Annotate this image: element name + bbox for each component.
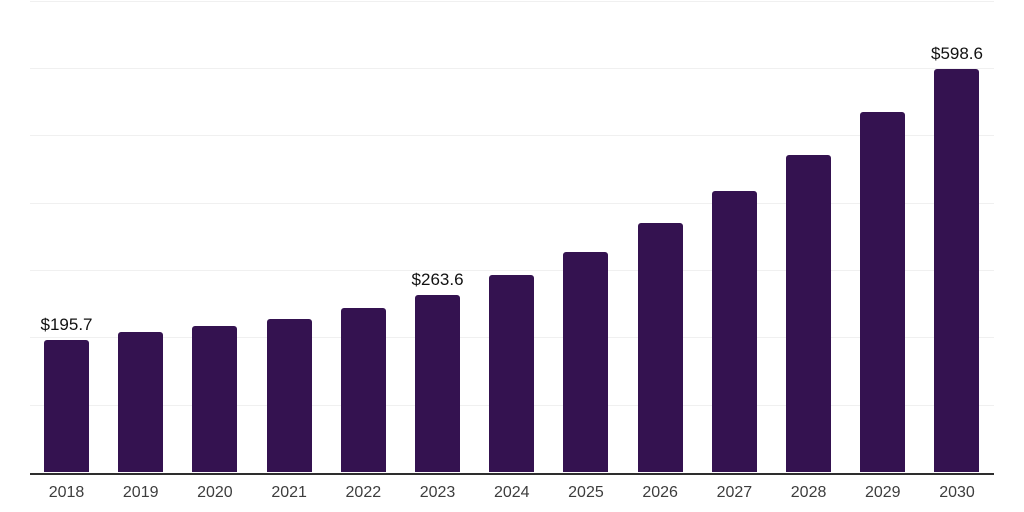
- bar-2027: [711, 190, 757, 472]
- gridline: [30, 270, 994, 272]
- x-tick-label-2029: 2029: [864, 484, 901, 501]
- x-tick-label-2018: 2018: [48, 484, 85, 501]
- x-tick-label-2019: 2019: [122, 484, 159, 501]
- x-axis-line: [30, 472, 994, 475]
- gridline: [30, 202, 994, 204]
- x-tick-label-2021: 2021: [271, 484, 307, 501]
- data-label-2023: $263.6: [411, 269, 464, 289]
- bar-2025: [563, 251, 609, 472]
- data-label-2030: $598.6: [930, 44, 983, 63]
- bar-2030: [934, 69, 980, 472]
- bar-2020: [192, 325, 238, 472]
- x-tick-label-2024: 2024: [493, 484, 530, 501]
- bar-2028: [786, 154, 832, 472]
- bar-2021: [266, 319, 312, 472]
- gridline: [30, 0, 994, 2]
- x-tick-label-2025: 2025: [568, 484, 604, 501]
- x-tick-label-2027: 2027: [716, 484, 753, 501]
- gridline: [30, 135, 994, 137]
- x-tick-label-2023: 2023: [419, 484, 456, 501]
- bar-2018: [44, 340, 89, 472]
- x-tick-label-2022: 2022: [345, 484, 382, 501]
- bar-2029: [860, 112, 906, 472]
- bar-2022: [340, 308, 386, 472]
- x-tick-label-2026: 2026: [642, 484, 678, 501]
- bar-2019: [118, 331, 164, 472]
- x-tick-label-2028: 2028: [790, 484, 827, 501]
- bar-2026: [637, 222, 683, 472]
- bar-2023: [415, 294, 461, 472]
- data-label-2018: $195.7: [40, 315, 93, 335]
- x-tick-label-2020: 2020: [197, 484, 233, 501]
- gridline: [30, 68, 994, 70]
- x-tick-label-2030: 2030: [939, 484, 975, 501]
- bar-2024: [489, 275, 535, 472]
